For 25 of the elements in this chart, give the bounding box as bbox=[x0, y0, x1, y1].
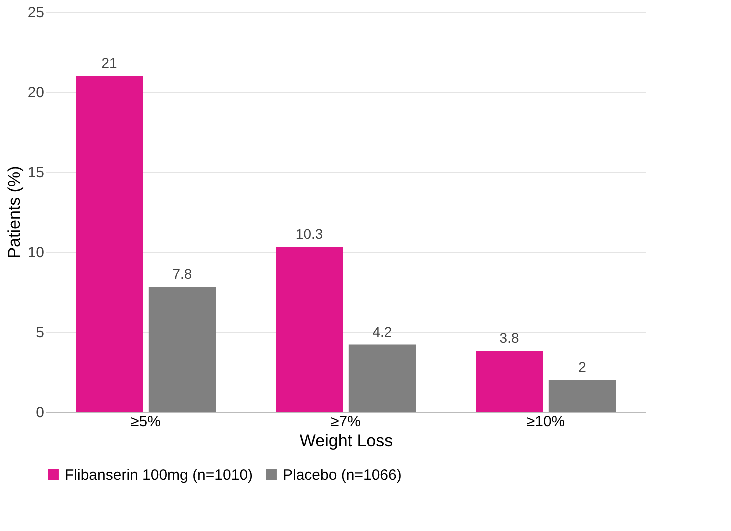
data-label: 2 bbox=[578, 359, 587, 375]
x-tick-label: ≥10% bbox=[526, 414, 566, 430]
data-label: 21 bbox=[102, 55, 118, 71]
x-tick-label: ≥7% bbox=[331, 414, 361, 430]
bar bbox=[148, 287, 216, 412]
bar bbox=[76, 76, 144, 412]
y-tick-label: 10 bbox=[28, 244, 44, 262]
y-axis-title: Patients (%) bbox=[4, 166, 24, 259]
legend-label: Flibanserin 100mg (n=1010) bbox=[65, 466, 254, 484]
legend-label: Placebo (n=1066) bbox=[283, 466, 402, 484]
data-label: 3.8 bbox=[500, 330, 520, 346]
y-tick-label: 5 bbox=[36, 324, 44, 342]
y-tick-label: 25 bbox=[28, 4, 44, 22]
bar bbox=[476, 351, 544, 412]
data-label: 10.3 bbox=[296, 226, 324, 242]
x-axis-title: Weight Loss bbox=[300, 432, 394, 450]
bar bbox=[276, 247, 344, 412]
data-label: 7.8 bbox=[172, 266, 192, 282]
x-tick-label: ≥5% bbox=[131, 414, 161, 430]
data-label: 4.2 bbox=[372, 324, 392, 340]
y-tick-label: 20 bbox=[28, 84, 44, 102]
bar bbox=[548, 380, 616, 412]
bar bbox=[348, 344, 416, 412]
y-tick-label: 0 bbox=[36, 404, 44, 422]
y-tick-label: 15 bbox=[28, 164, 44, 182]
